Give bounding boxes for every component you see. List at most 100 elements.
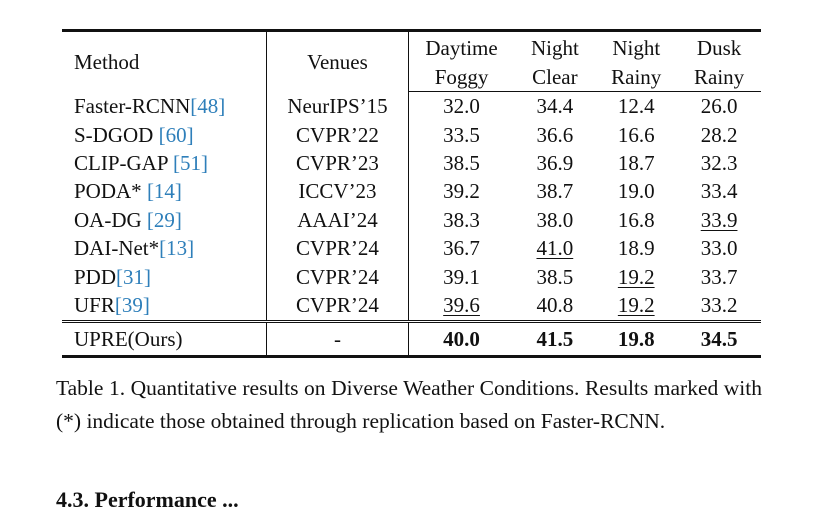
- value-cell: 12.4: [617, 94, 655, 119]
- method-name: UFR: [74, 293, 115, 318]
- value-cell: 18.7: [617, 150, 655, 175]
- table-row: Faster-RCNN[48] NeurIPS’15 32.0 34.4 12.…: [62, 91, 761, 121]
- value-cell: 33.4: [700, 179, 738, 204]
- citation-link[interactable]: [14]: [146, 179, 182, 204]
- value-cell: 38.7: [536, 179, 574, 204]
- method-cell: UFR[39]: [62, 290, 268, 323]
- header-row-1: Method Venues Daytime Night Night Dusk: [62, 29, 761, 92]
- citation-link[interactable]: [13]: [159, 236, 195, 261]
- underlined-value: 19.2: [617, 264, 655, 289]
- method-cell-ours: UPRE(Ours): [62, 321, 268, 358]
- header-venues: Venues: [266, 29, 409, 92]
- table-body: Faster-RCNN[48] NeurIPS’15 32.0 34.4 12.…: [62, 91, 761, 323]
- value-cell: 36.7: [443, 236, 480, 261]
- value-cell: 33.0: [700, 236, 738, 261]
- results-table: Method Venues Daytime Night Night Dusk F…: [62, 29, 761, 358]
- underlined-value: 41.0: [536, 236, 574, 261]
- value-cell: 40.8: [514, 290, 596, 323]
- method-cell: CLIP-GAP [51]: [62, 148, 268, 178]
- value-cell: 38.5: [536, 264, 574, 289]
- value-cell: 32.3: [700, 150, 738, 175]
- header-foggy: Foggy: [408, 62, 515, 92]
- citation-link[interactable]: [51]: [172, 150, 208, 175]
- venue-cell: NeurIPS’15: [266, 91, 409, 121]
- value-cell-second-best: 19.2: [595, 262, 677, 290]
- venue-cell: ICCV’23: [266, 177, 409, 206]
- citation-link[interactable]: [31]: [116, 264, 152, 289]
- method-cell: OA-DG [29]: [62, 205, 268, 234]
- value-cell: 33.7: [700, 264, 738, 289]
- citation-link[interactable]: [60]: [158, 122, 194, 147]
- value-cell: 38.3: [443, 207, 480, 232]
- table-row: PODA* [14] ICCV’23 39.2 38.7 19.0 33.4: [62, 177, 761, 206]
- value-cell: 38.5: [443, 150, 480, 175]
- value-cell-second-best: 33.9: [677, 206, 761, 234]
- value-cell-second-best: 39.6: [408, 290, 515, 323]
- results-table-wrapper: Method Venues Daytime Night Night Dusk F…: [62, 29, 761, 358]
- method-name: PDD: [74, 264, 117, 289]
- value-cell: 26.0: [700, 94, 738, 119]
- method-name: OA-DG: [74, 207, 147, 232]
- table-row: DAI-Net*[13] CVPR’24 36.7 41.0 18.9 33.0: [62, 233, 761, 263]
- table-row: PDD[31] CVPR’24 39.1 38.5 19.2 33.7: [62, 262, 761, 291]
- table-caption: Table 1. Quantitative results on Diverse…: [56, 376, 762, 433]
- best-value-cell: 40.0: [408, 321, 515, 358]
- value-cell: 36.6: [536, 122, 574, 147]
- header-method: Method: [62, 29, 268, 92]
- citation-link[interactable]: [39]: [114, 293, 150, 318]
- method-cell: DAI-Net*[13]: [62, 233, 268, 263]
- value-cell: 33.2: [677, 290, 761, 323]
- value-cell-second-best: 41.0: [514, 234, 595, 262]
- value-cell: 33.5: [443, 122, 480, 147]
- table-row: CLIP-GAP [51] CVPR’23 38.5 36.9 18.7 32.…: [62, 148, 761, 178]
- venue-cell: CVPR’22: [266, 120, 409, 149]
- header-night-rainy-1: Night: [595, 29, 678, 62]
- value-cell: 28.2: [700, 122, 738, 147]
- underlined-value: 33.9: [700, 207, 738, 232]
- venue-cell: CVPR’24: [266, 233, 409, 263]
- method-name: Faster-RCNN: [74, 93, 191, 118]
- underlined-value: 19.2: [617, 293, 655, 318]
- header-dusk: Dusk: [677, 29, 761, 62]
- table-ours-section: UPRE(Ours) - 40.0 41.5 19.8 34.5: [62, 321, 761, 358]
- value-cell: 16.8: [617, 207, 655, 232]
- method-name: PODA*: [74, 179, 147, 204]
- header-rainy-1: Rainy: [595, 62, 678, 92]
- venue-cell: CVPR’24: [266, 290, 409, 323]
- value-cell: 36.9: [536, 150, 574, 175]
- citation-link[interactable]: [29]: [146, 207, 182, 232]
- underlined-value: 39.6: [443, 293, 480, 318]
- method-cell: Faster-RCNN[48]: [62, 91, 268, 121]
- method-cell: S-DGOD [60]: [62, 120, 268, 149]
- value-cell: 16.6: [617, 122, 655, 147]
- next-section-heading-fragment: 4.3. Performance ...: [56, 487, 239, 512]
- venue-cell: CVPR’24: [266, 262, 409, 291]
- method-name: S-DGOD: [74, 122, 159, 147]
- value-cell: 18.9: [617, 236, 655, 261]
- best-value-cell: 41.5: [514, 321, 596, 358]
- value-cell-second-best: 19.2: [595, 290, 678, 323]
- citation-link[interactable]: [48]: [190, 93, 226, 118]
- table-header: Method Venues Daytime Night Night Dusk F…: [62, 29, 761, 92]
- venue-cell-ours: -: [266, 321, 409, 358]
- table-row: OA-DG [29] AAAI’24 38.3 38.0 16.8 33.9: [62, 205, 761, 234]
- method-cell: PODA* [14]: [62, 177, 268, 206]
- table-row: UFR[39] CVPR’24 39.6 40.8 19.2 33.2: [62, 290, 761, 323]
- method-cell: PDD[31]: [62, 262, 268, 291]
- best-value-cell: 34.5: [677, 321, 761, 358]
- best-value-cell: 19.8: [595, 321, 678, 358]
- venue-cell: AAAI’24: [266, 205, 409, 234]
- value-cell: 32.0: [443, 94, 480, 119]
- method-name: DAI-Net*: [74, 236, 160, 261]
- value-cell: 38.0: [536, 207, 574, 232]
- method-name: CLIP-GAP: [74, 150, 173, 175]
- header-clear: Clear: [514, 62, 596, 92]
- value-cell: 19.0: [617, 179, 655, 204]
- value-cell: 39.1: [443, 264, 480, 289]
- header-rainy-2: Rainy: [677, 62, 761, 92]
- header-night-clear-1: Night: [514, 29, 596, 62]
- table-row-ours: UPRE(Ours) - 40.0 41.5 19.8 34.5: [62, 321, 761, 358]
- value-cell: 39.2: [443, 179, 480, 204]
- value-cell: 34.4: [536, 94, 574, 119]
- table-row: S-DGOD [60] CVPR’22 33.5 36.6 16.6 28.2: [62, 120, 761, 149]
